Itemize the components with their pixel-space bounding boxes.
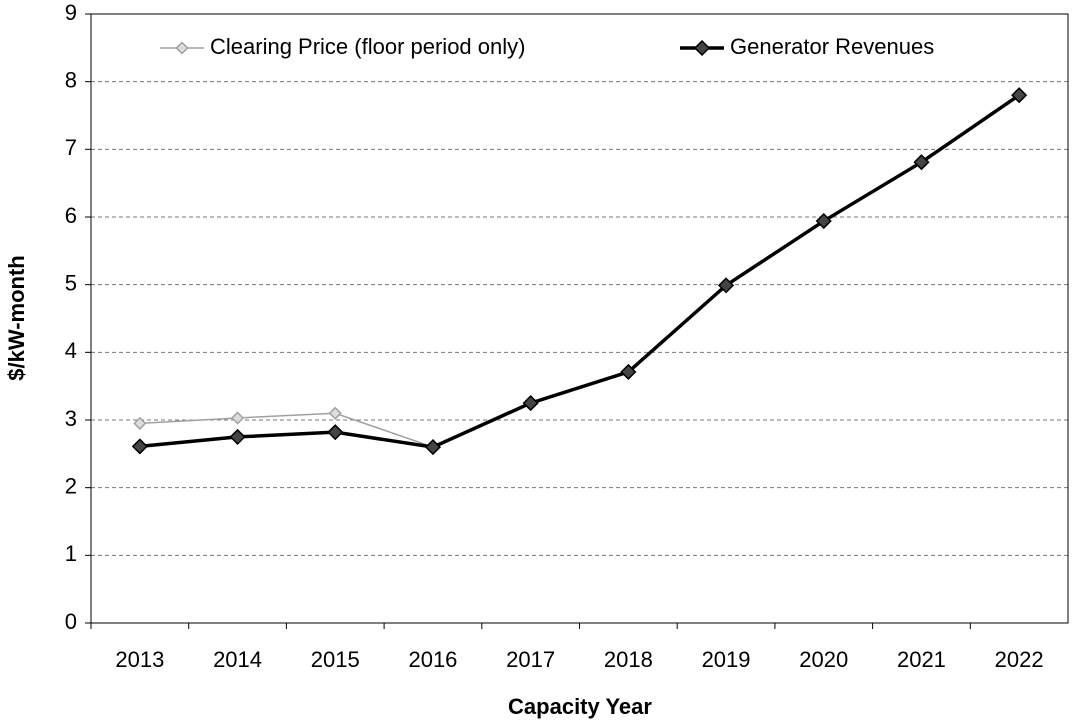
x-tick-label: 2022 [995, 647, 1044, 672]
x-tick-label: 2016 [408, 647, 457, 672]
x-tick-label: 2015 [311, 647, 360, 672]
series-line [139, 93, 1021, 449]
x-tick-label: 2020 [799, 647, 848, 672]
data-point [328, 406, 342, 420]
data-point [133, 416, 147, 430]
data-point [1011, 87, 1028, 104]
y-tick-label: 8 [65, 67, 77, 92]
x-axis-label: Capacity Year [508, 694, 652, 719]
x-tick-label: 2017 [506, 647, 555, 672]
x-tick-label: 2014 [213, 647, 262, 672]
legend-label: Clearing Price (floor period only) [210, 34, 525, 59]
data-point [230, 411, 245, 425]
y-tick-label: 7 [65, 135, 77, 160]
y-tick-label: 4 [65, 338, 77, 363]
series-line [139, 412, 434, 448]
data-point [522, 395, 539, 412]
data-point [815, 212, 832, 230]
x-tick-label: 2021 [897, 647, 946, 672]
x-tick-label: 2018 [604, 647, 653, 672]
x-tick-label: 2019 [702, 647, 751, 672]
data-point [913, 154, 930, 171]
data-point [131, 438, 148, 455]
y-tick-label: 0 [65, 609, 77, 634]
data-point [229, 428, 246, 445]
x-tick-label: 2013 [115, 647, 164, 672]
y-tick-label: 2 [65, 473, 77, 498]
y-tick-label: 1 [65, 541, 77, 566]
y-tick-label: 3 [65, 406, 77, 431]
data-point [424, 439, 442, 456]
y-tick-label: 6 [65, 203, 77, 228]
legend-marker [175, 41, 189, 55]
y-axis-label: $/kW-month [4, 255, 29, 380]
y-tick-label: 9 [65, 0, 77, 25]
plot-frame [90, 13, 1069, 624]
y-tick-label: 5 [65, 270, 77, 295]
data-point [717, 277, 735, 294]
legend-label: Generator Revenues [730, 34, 934, 59]
legend-marker [693, 39, 711, 57]
data-point [327, 424, 344, 441]
data-point [620, 363, 637, 381]
